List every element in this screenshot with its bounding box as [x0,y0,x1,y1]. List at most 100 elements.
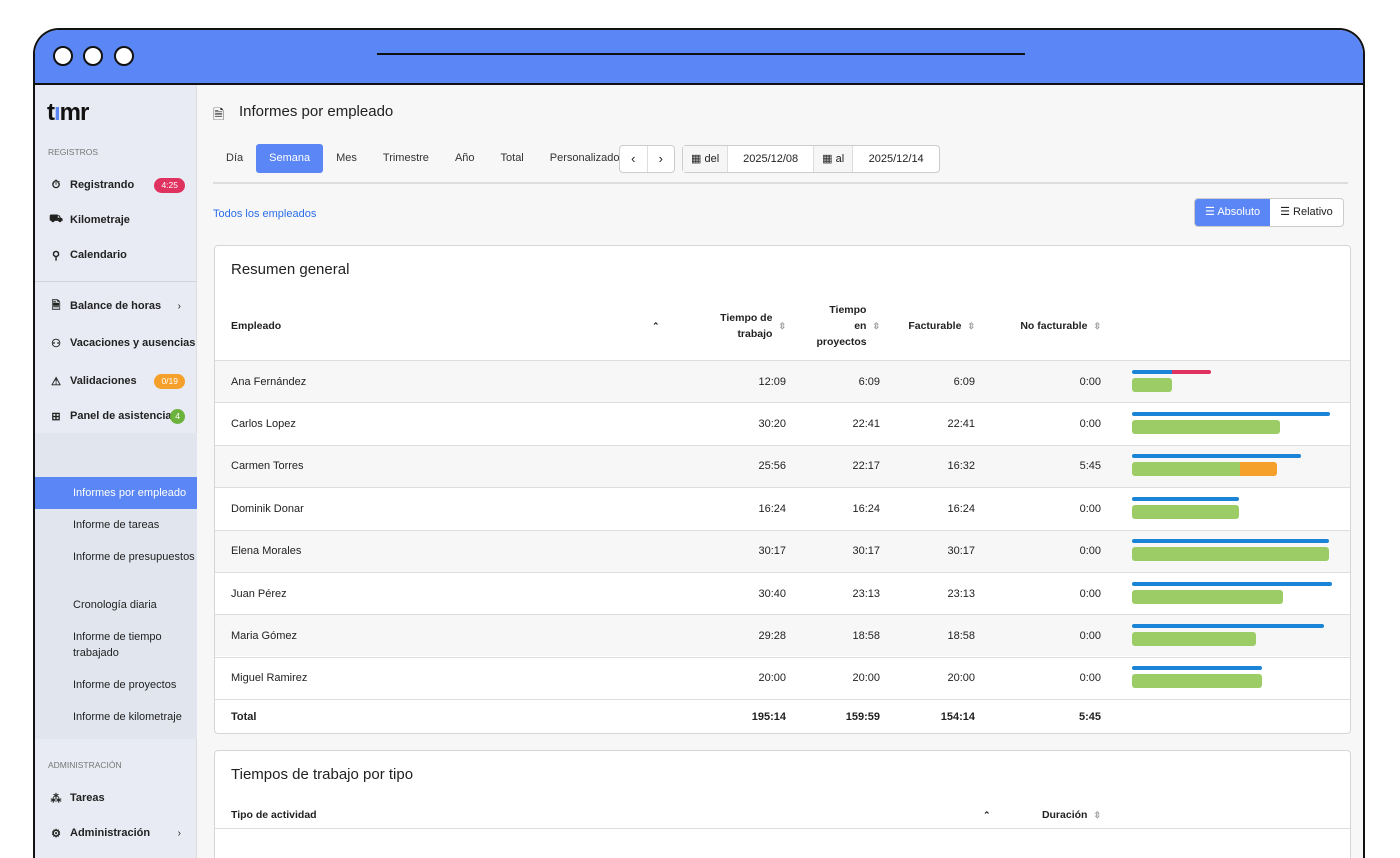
employee-name: Carlos Lopez [231,417,296,430]
report-file-icon: 🗎 [213,106,225,122]
table-row[interactable]: Juan Pérez 30:40 23:13 23:13 0:00 [215,572,1350,614]
title-bar [35,30,1363,85]
warning-icon: ⚠ [51,375,61,388]
logo[interactable]: tımr [47,99,89,126]
sidebar-item-panel-de-asistencia[interactable]: ⊞ Panel de asistencia 4 [35,401,197,431]
sidebar-subitem-informe-de-kilometraje[interactable]: Informe de kilometraje [73,711,182,723]
gear-icon: ⚙ [51,827,61,840]
user-icon: ⚇ [51,337,61,350]
sidebar-subitem-informe-de-tiempo-trabajado[interactable]: Informe de tiempo trabajado [73,631,162,659]
project-time: 22:17 [852,460,880,473]
sidebar-subitem-cronologia-diaria[interactable]: Cronología diaria [73,599,157,611]
window-minimize-button[interactable] [83,46,103,66]
work-time: 16:24 [758,502,786,515]
table-row[interactable]: Dominik Donar 16:24 16:24 16:24 0:00 [215,487,1350,529]
bar-non-billable [1239,462,1278,477]
project-time: 23:13 [852,587,880,600]
tab-total[interactable]: Total [500,152,524,164]
sidebar-item-administracion[interactable]: ⚙ Administración › [35,818,197,848]
time-bars [1132,579,1342,609]
window-close-button[interactable] [53,46,73,66]
nonbillable-time: 0:00 [1079,545,1101,558]
view-toggle: ☰ Absoluto ☰ Relativo [1194,198,1344,227]
bar-project [1132,411,1330,416]
table-row[interactable]: Ana Fernández 12:09 6:09 6:09 0:00 [215,360,1350,402]
summary-title: Resumen general [231,261,350,278]
table-row[interactable]: Carlos Lopez 30:20 22:41 22:41 0:00 [215,402,1350,444]
bar-billable [1132,377,1173,392]
table-row[interactable]: Miguel Ramirez 20:00 20:00 20:00 0:00 [215,656,1350,699]
calendar-icon: ▦ [691,153,705,165]
col-employee[interactable]: Empleado ⌃ [231,320,660,332]
sidebar-subitem-informe-de-presupuestos[interactable]: Informe de presupuestos [73,551,195,563]
employee-name: Elena Morales [231,545,302,558]
sidebar-item-registrando[interactable]: ⏱ Registrando 4:25 [35,170,197,200]
window-maximize-button[interactable] [114,46,134,66]
sidebar-item-vacaciones-y-ausencias[interactable]: ⚇ Vacaciones y ausencias [35,328,197,358]
tab-personalizado[interactable]: Personalizado [549,152,620,164]
by-type-header: Tipo de actividad ⌃ Duración ⇳ [215,801,1350,829]
col-activity-type[interactable]: Tipo de actividad ⌃ [231,808,991,821]
sidebar-item-tareas[interactable]: ⁂ Tareas [50,792,105,805]
billable-time: 18:58 [947,629,975,642]
by-type-card: Tiempos de trabajo por tipo Tipo de acti… [214,750,1351,858]
table-row[interactable]: Carmen Torres 25:56 22:17 16:32 5:45 [215,444,1350,487]
col-projects[interactable]: Tiempo en proyectos⇳ [816,304,880,348]
sidebar-subitem-informe-de-tareas[interactable]: Informe de tareas [73,519,160,531]
to-date-input[interactable]: 2025/12/14 [868,153,924,165]
nonbillable-time: 0:00 [1079,587,1101,600]
col-duration[interactable]: Duración ⇳ [1041,808,1101,821]
bar-billable [1132,504,1239,519]
table-row[interactable]: Elena Morales 30:17 30:17 30:17 0:00 [215,529,1350,572]
bar-project [1132,539,1330,544]
sort-asc-icon: ⌃ [983,809,991,820]
col-work[interactable]: Tiempo de trabajo⇳ [720,312,786,340]
prev-period-button[interactable]: ‹ [631,151,636,166]
col-billable[interactable]: Facturable ⇳ [908,320,975,332]
count-badge: 0/19 [154,373,185,389]
bar-project [1132,666,1263,671]
employee-name: Ana Fernández [231,375,307,388]
tab-mes[interactable]: Mes [336,152,357,164]
all-employees-link[interactable]: Todos los empleados [213,208,317,220]
sidebar-subitem-informes-por-empleado[interactable]: Informes por empleado [35,477,197,509]
time-bars [1132,663,1342,693]
align-left-icon: ☰ [1205,206,1218,218]
project-time: 18:58 [852,629,880,642]
next-period-button[interactable]: › [646,146,675,172]
bar-billable [1132,419,1280,434]
file-icon: 🗎 [51,299,61,312]
sort-icon: ⇳ [872,320,880,331]
time-bars [1132,409,1342,439]
absolute-button[interactable]: ☰ Absoluto [1195,199,1271,226]
sidebar-subitem-informe-de-proyectos[interactable]: Informe de proyectos [73,679,177,691]
project-time: 6:09 [858,375,880,388]
bar-billable [1132,674,1263,689]
bar-billable [1132,462,1240,477]
time-bars [1132,621,1342,651]
car-icon: ⛟ [49,213,63,225]
sidebar-item-kilometraje[interactable]: ⛟ Kilometraje [49,213,130,226]
tab-ano[interactable]: Año [454,152,475,164]
sort-icon: ⇳ [1093,321,1101,331]
tab-dia[interactable]: Día [226,152,244,164]
sidebar-item-balance-de-horas[interactable]: 🗎 Balance de horas › [35,291,197,321]
address-bar[interactable] [377,53,1025,55]
bar-project [1132,369,1173,374]
table-row[interactable]: Maria Gómez 29:28 18:58 18:58 0:00 [215,614,1350,657]
relative-button[interactable]: ☰ Relativo [1280,206,1333,218]
to-label: ▦ al [814,146,854,172]
nonbillable-time: 0:00 [1079,375,1101,388]
from-date-input[interactable]: 2025/12/08 [728,146,815,172]
col-nonbillable[interactable]: No facturable ⇳ [1020,320,1101,332]
from-label: ▦ del [683,146,729,172]
chevron-right-icon: › [177,827,181,839]
sidebar-item-calendario[interactable]: ⚲ Calendario [35,240,197,270]
tasks-icon: ⁂ [50,792,62,805]
work-time: 30:20 [758,417,786,430]
tab-semana[interactable]: Semana [256,144,324,173]
sidebar-item-validaciones[interactable]: ⚠ Validaciones 0/19 [35,366,197,396]
work-time: 30:40 [758,587,786,600]
bar-no-project [1172,369,1212,374]
tab-trimestre[interactable]: Trimestre [382,152,429,164]
